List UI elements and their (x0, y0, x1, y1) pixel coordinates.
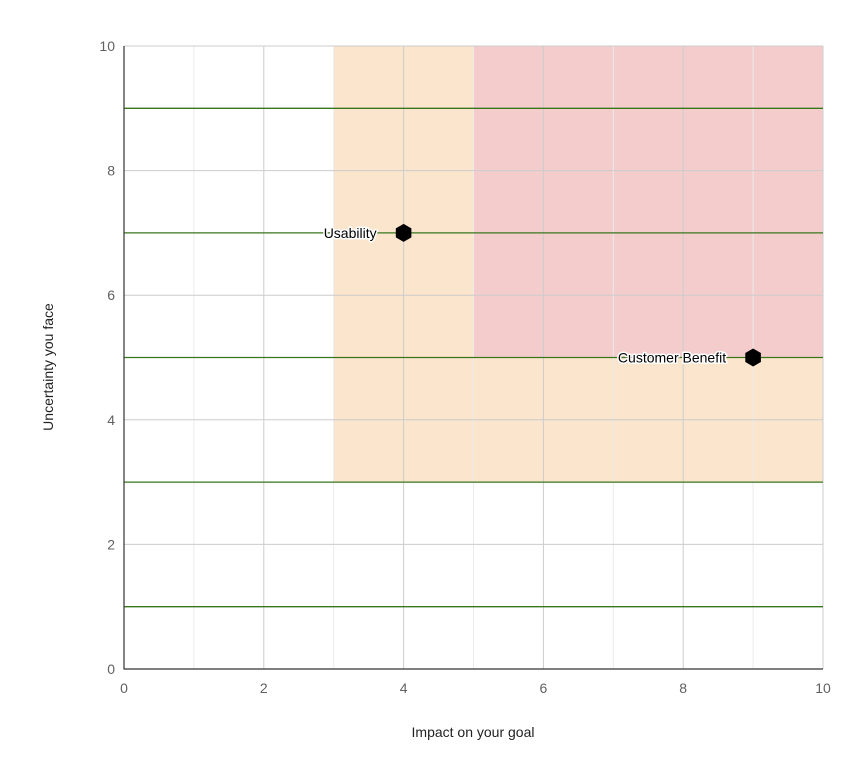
x-tick-label: 4 (400, 680, 408, 696)
high-risk-zone (473, 46, 823, 358)
y-tick-label: 0 (107, 661, 115, 677)
y-tick-label: 4 (107, 412, 115, 428)
x-axis-title: Impact on your goal (412, 724, 535, 740)
point-label: Customer Benefit (618, 350, 726, 366)
axes (123, 46, 823, 670)
hexagon-marker-icon (745, 348, 761, 367)
x-tick-label: 0 (120, 680, 128, 696)
y-tick-label: 10 (99, 38, 115, 54)
y-tick-label: 2 (107, 536, 115, 552)
x-tick-label: 10 (815, 680, 831, 696)
point-label: Usability (324, 225, 377, 241)
y-tick-label: 6 (107, 287, 115, 303)
data-points: Usability Customer Benefit (322, 223, 761, 367)
hexagon-marker-icon (395, 223, 412, 242)
y-axis-tick-labels: 0 2 4 6 8 10 (99, 38, 115, 677)
x-axis-tick-labels: 0 2 4 6 8 10 (120, 680, 831, 696)
shaded-regions (333, 46, 823, 483)
y-tick-label: 8 (107, 163, 115, 179)
green-reference-lines (124, 107, 823, 608)
x-tick-label: 8 (679, 680, 687, 696)
x-tick-label: 6 (540, 680, 548, 696)
y-axis-title: Uncertainty you face (40, 303, 56, 431)
x-tick-label: 2 (260, 680, 268, 696)
